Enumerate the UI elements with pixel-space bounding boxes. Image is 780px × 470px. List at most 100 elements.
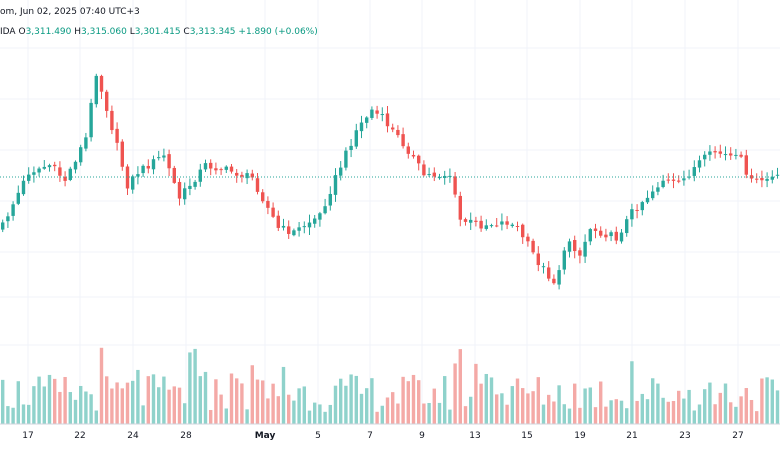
ohlc-legend: IDA O3,311.490 H3,315.060 L3,301.415 C3,… bbox=[0, 27, 318, 37]
volume-bar bbox=[755, 411, 759, 424]
volume-bar bbox=[58, 391, 62, 424]
volume-bar bbox=[578, 407, 582, 424]
volume-bar bbox=[203, 371, 208, 424]
candle-body bbox=[604, 234, 608, 238]
candle-body bbox=[453, 176, 457, 195]
candle-body bbox=[749, 175, 754, 179]
candle-body bbox=[333, 175, 338, 195]
volume-bar bbox=[198, 376, 202, 424]
candle-body bbox=[375, 110, 379, 114]
candle-body bbox=[593, 228, 598, 231]
volume-bar bbox=[401, 376, 405, 424]
volume-bar bbox=[79, 385, 83, 424]
x-tick-label: 28 bbox=[180, 431, 192, 441]
volume-bar bbox=[515, 378, 520, 424]
volume-bar bbox=[697, 404, 702, 424]
candle-body bbox=[292, 230, 296, 236]
volume-bar bbox=[391, 392, 395, 424]
candle-body bbox=[729, 153, 733, 156]
candle-body bbox=[630, 209, 634, 220]
candle-body bbox=[11, 204, 15, 216]
volume-bar bbox=[547, 394, 551, 424]
candle-body bbox=[229, 166, 234, 172]
volume-bar bbox=[682, 398, 686, 424]
volume-bar bbox=[339, 378, 343, 424]
volume-bar bbox=[656, 383, 660, 424]
x-tick-label: 5 bbox=[315, 431, 321, 441]
candle-body bbox=[765, 178, 769, 181]
x-tick-label: 27 bbox=[732, 431, 743, 441]
volume-bar bbox=[110, 388, 114, 424]
candle-body bbox=[266, 200, 270, 208]
candle-body bbox=[557, 270, 561, 285]
volume-bar bbox=[458, 349, 462, 424]
x-tick-label: May bbox=[255, 431, 276, 441]
volume-bar bbox=[713, 404, 717, 424]
candle-body bbox=[63, 176, 67, 181]
volume-bar bbox=[749, 399, 754, 424]
volume-bar bbox=[177, 387, 182, 424]
candle-body bbox=[198, 169, 202, 182]
candle-body bbox=[219, 169, 223, 171]
candle-body bbox=[344, 150, 348, 168]
volume-bar bbox=[671, 400, 676, 424]
candle-body bbox=[370, 109, 374, 118]
change-value: +1.890 (+0.06%) bbox=[238, 27, 318, 37]
candle-body bbox=[500, 221, 504, 225]
volume-bar bbox=[443, 376, 447, 424]
volume-bar bbox=[775, 390, 780, 424]
volume-bar bbox=[250, 365, 254, 424]
candle-body bbox=[406, 146, 410, 154]
volume-bar bbox=[521, 388, 525, 424]
candle-body bbox=[734, 154, 738, 156]
candle-body bbox=[172, 167, 176, 183]
candle-body bbox=[775, 174, 780, 176]
candle-body bbox=[167, 154, 171, 169]
volume-bar bbox=[479, 383, 483, 424]
candle-body bbox=[276, 215, 280, 228]
candle-body bbox=[427, 174, 431, 176]
candle-body bbox=[391, 127, 395, 130]
candle-body bbox=[131, 176, 135, 190]
volume-bar bbox=[666, 401, 670, 424]
candle-body bbox=[318, 213, 322, 220]
volume-bar bbox=[32, 386, 36, 424]
candle-body bbox=[297, 227, 301, 231]
high-value: 3,315.060 bbox=[81, 27, 127, 37]
candle-body bbox=[531, 240, 535, 253]
volume-bar bbox=[307, 410, 312, 424]
candle-body bbox=[692, 167, 696, 176]
candle-body bbox=[687, 176, 691, 178]
candle-body bbox=[396, 129, 400, 136]
high-label: H bbox=[74, 27, 82, 37]
volume-bar bbox=[84, 391, 88, 424]
candle-body bbox=[94, 75, 98, 105]
candle-body bbox=[495, 225, 499, 227]
volume-bar bbox=[219, 394, 223, 424]
candle-body bbox=[640, 202, 644, 211]
candle-body bbox=[53, 164, 57, 167]
volume-bar bbox=[385, 397, 390, 424]
volume-bar bbox=[266, 398, 270, 424]
candle-body bbox=[32, 172, 36, 175]
volume-bar bbox=[406, 381, 410, 424]
candle-body bbox=[58, 167, 62, 176]
volume-bar bbox=[235, 378, 239, 424]
candle-body bbox=[552, 278, 556, 284]
candle-body bbox=[354, 130, 358, 147]
candle-body bbox=[37, 168, 41, 173]
volume-bar bbox=[536, 377, 540, 424]
candle-body bbox=[567, 241, 572, 252]
volume-bar bbox=[437, 402, 442, 424]
volume-bar bbox=[297, 388, 301, 424]
volume-bar bbox=[94, 410, 98, 424]
candle-body bbox=[141, 165, 145, 174]
candle-body bbox=[541, 266, 546, 268]
volume-bar bbox=[167, 389, 171, 424]
volume-bar bbox=[604, 406, 608, 424]
candle-body bbox=[115, 128, 119, 143]
volume-bar bbox=[172, 386, 176, 424]
candle-body bbox=[240, 174, 244, 177]
x-tick-label: 9 bbox=[419, 431, 425, 441]
